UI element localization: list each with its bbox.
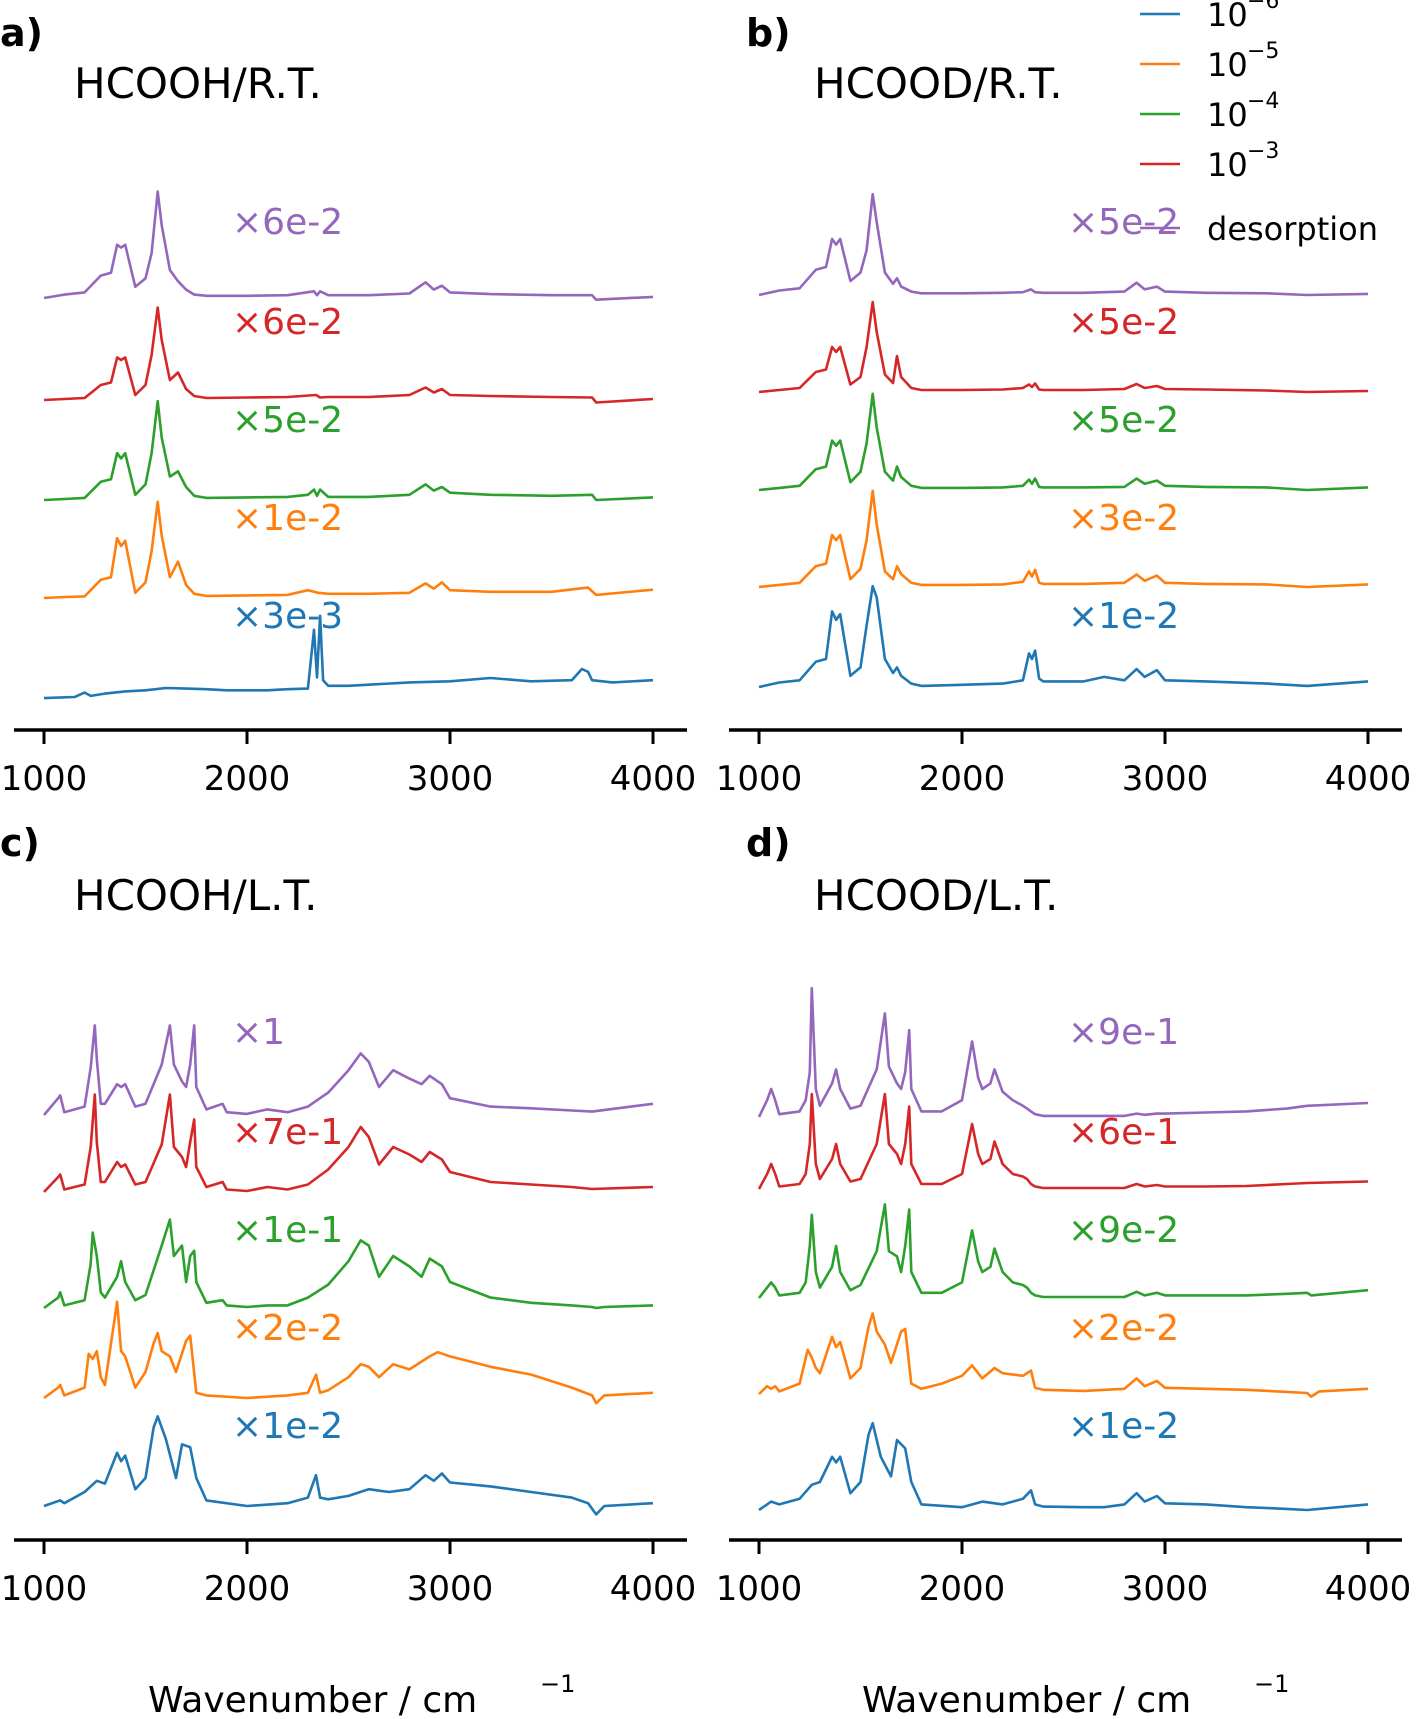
legend-label: 10 [1207,146,1248,184]
series-line-103 [758,300,1369,394]
scale-factor-label: ×1e-2 [1068,1406,1179,1447]
legend-exponent: −3 [1247,139,1279,164]
scale-factor-label: ×1e-1 [232,1210,343,1251]
x-tick-label: 2000 [919,759,1006,799]
series-line-106 [43,614,654,700]
x-tick-label: 2000 [919,1569,1006,1609]
scale-factor-label: ×6e-1 [1068,1112,1179,1153]
scale-factor-label: ×6e-2 [232,202,343,243]
series-line-desorption [757,986,1369,1118]
panel-d: d) HCOOD/L.T. 1000 2000 3000 4000 ×1e-2 ×2e-2 ×9… [716,821,1412,1609]
legend-label: 10 [1207,0,1248,34]
scale-factor-label: ×2e-2 [232,1308,343,1349]
x-tick-label: 3000 [407,1569,494,1609]
scale-factor-label: ×1e-2 [232,1406,343,1447]
panel-c: c) HCOOH/L.T. 1000 2000 3000 4000 ×1e-2 ×2e-2 ×1… [0,821,696,1609]
scale-factor-label: ×3e-3 [232,596,343,637]
panel-letter: b) [746,11,791,55]
panel-title: HCOOD/R.T. [814,59,1063,108]
legend-exponent: −4 [1247,89,1279,114]
series-line-desorption [758,192,1369,297]
x-tick-label: 1000 [716,759,803,799]
scale-factor-label: ×1e-2 [1068,596,1179,637]
x-tick-label: 1000 [1,1569,88,1609]
series-line-104 [43,1218,654,1310]
legend-label: 10 [1207,46,1248,84]
series-line-106 [758,584,1369,689]
x-tick-label: 3000 [1122,1569,1209,1609]
series-line-104 [758,392,1369,492]
x-tick-label: 4000 [1325,759,1412,799]
series-line-105 [758,1312,1369,1398]
series-line-103 [757,1092,1369,1190]
series-line-103 [43,1093,654,1193]
panel-b: b) HCOOD/R.T. 1000 2000 3000 4000 ×1e-2 ×3e-2 ×5… [716,11,1412,799]
panel-letter: d) [746,821,791,865]
series-line-desorption [43,190,654,301]
panel-letter: c) [0,821,40,865]
series-line-105 [43,1300,654,1405]
panel-a: a) HCOOH/R.T. 1000 2000 3000 4000 ×3e-3 ×1e-2 ×5… [0,11,696,799]
scale-factor-label: ×9e-2 [1068,1210,1179,1251]
x-tick-label: 2000 [204,1569,291,1609]
x-tick-label: 4000 [1325,1569,1412,1609]
scale-factor-label: ×9e-1 [1068,1012,1179,1053]
series-line-105 [43,500,654,600]
panel-letter: a) [0,11,43,55]
scale-factor-label: ×2e-2 [1068,1308,1179,1349]
x-tick-label: 3000 [1122,759,1209,799]
x-tick-label: 1000 [1,759,88,799]
series-line-desorption [43,1024,654,1116]
series-line-105 [758,489,1369,589]
series-line-104 [43,399,654,502]
x-tick-label: 2000 [204,759,291,799]
scale-factor-label: ×5e-2 [1068,302,1179,343]
legend-exponent: −6 [1247,0,1279,14]
scale-factor-label: ×1 [232,1012,285,1053]
x-axis-label-exponent: −1 [540,1670,575,1698]
x-axis-label-left: Wavenumber / cm [148,1680,477,1719]
x-axis-label-exponent: −1 [1254,1670,1289,1698]
scale-factor-label: ×5e-2 [232,400,343,441]
x-tick-label: 3000 [407,759,494,799]
scale-factor-label: ×3e-2 [1068,498,1179,539]
panel-title: HCOOH/L.T. [74,871,318,920]
x-axis-label-right: Wavenumber / cm [862,1680,1191,1719]
scale-factor-label: ×5e-2 [1068,400,1179,441]
scale-factor-label: ×7e-1 [232,1112,343,1153]
x-tick-label: 4000 [610,1569,697,1609]
x-tick-label: 4000 [610,759,697,799]
panel-title: HCOOH/R.T. [74,59,322,108]
legend-label: desorption [1207,210,1378,248]
x-tick-label: 1000 [716,1569,803,1609]
legend-label: 10 [1207,96,1248,134]
scale-factor-label: ×1e-2 [232,498,343,539]
series-line-106 [43,1415,654,1516]
legend-exponent: −5 [1247,39,1279,64]
series-line-104 [757,1203,1369,1299]
panel-title: HCOOD/L.T. [814,871,1058,920]
series-line-106 [758,1421,1369,1512]
scale-factor-label: ×5e-2 [1068,202,1179,243]
scale-factor-label: ×6e-2 [232,302,343,343]
series-line-103 [43,306,654,404]
